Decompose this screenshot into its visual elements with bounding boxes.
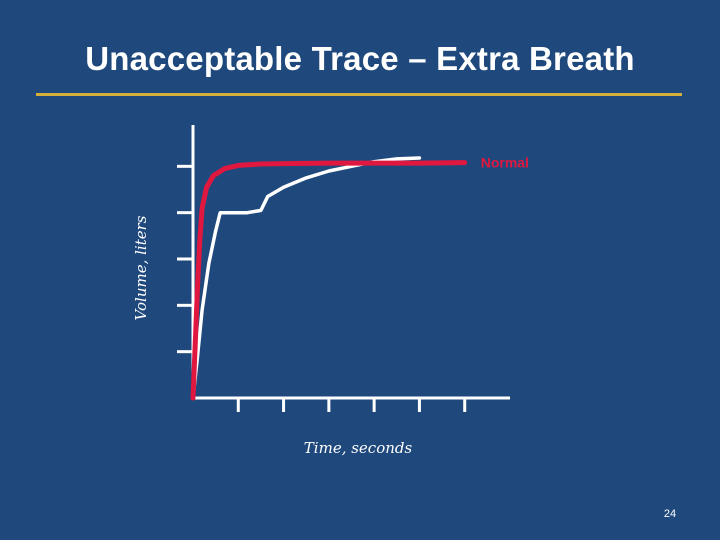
title-underline — [36, 93, 682, 96]
chart-labels: Volume, liters Time, seconds Normal — [132, 155, 529, 457]
series-normal-line — [190, 160, 468, 401]
y-axis-label: Volume, liters — [132, 215, 150, 320]
series-lines — [190, 156, 468, 401]
title-underline-tail — [662, 93, 682, 94]
page-number: 24 — [663, 508, 677, 520]
series-extra-breath-line — [191, 156, 422, 400]
slide-title: Unacceptable Trace – Extra Breath — [85, 40, 635, 77]
x-axis-label: Time, seconds — [304, 439, 413, 457]
series-normal-label: Normal — [481, 155, 529, 171]
